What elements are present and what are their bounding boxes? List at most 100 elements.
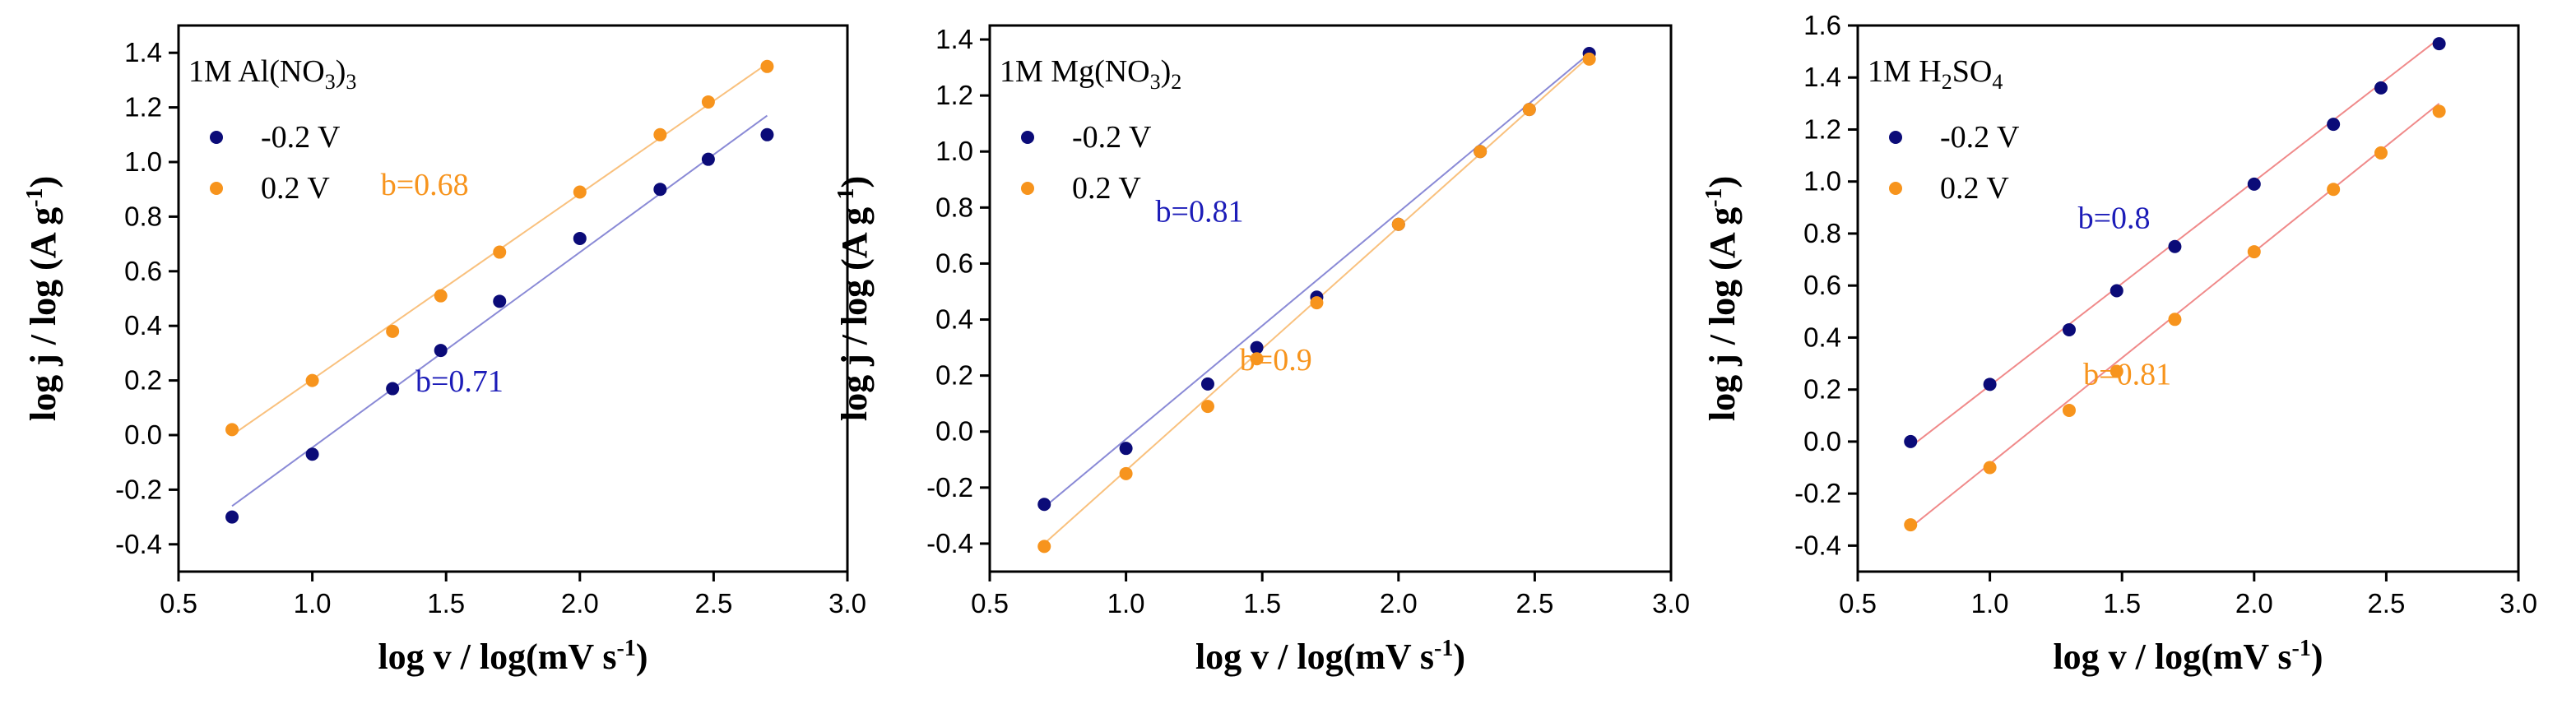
panel-label: 1M Al(NO3)3 <box>188 54 356 94</box>
x-axis-title-main: log v / log(mV s <box>1195 637 1434 677</box>
x-axis-title-main: log v / log(mV s <box>378 637 616 677</box>
data-point <box>2110 364 2123 378</box>
x-tick-label: 3.0 <box>828 588 866 618</box>
legend-label: 0.2 V <box>261 171 330 206</box>
x-tick-label: 2.0 <box>1380 588 1418 618</box>
x-tick-label: 3.0 <box>1652 588 1690 618</box>
legend-label: -0.2 V <box>1072 120 1152 155</box>
y-tick-label: 0.0 <box>124 419 162 450</box>
x-axis-title-sup: -1 <box>1434 636 1453 661</box>
data-point <box>493 294 507 308</box>
data-point <box>1474 145 1488 159</box>
data-point <box>1037 498 1051 512</box>
data-point <box>760 127 774 141</box>
y-tick-label: 0.0 <box>1803 426 1841 456</box>
slope-label: b=0.68 <box>381 168 469 202</box>
data-point <box>2374 146 2388 160</box>
legend-marker <box>210 182 223 195</box>
data-point <box>386 382 400 396</box>
data-point <box>2062 322 2076 336</box>
y-tick-label: 0.2 <box>935 360 973 391</box>
data-point <box>493 245 507 259</box>
data-point <box>1904 518 1918 532</box>
data-point <box>701 95 715 109</box>
panel-label-mid: ) <box>336 54 346 89</box>
panel-label-sub: 3 <box>325 70 336 94</box>
y-tick-label: 1.0 <box>1803 166 1841 197</box>
y-axis-title-sup: -1 <box>833 188 859 207</box>
y-tick-label: 0.2 <box>1803 374 1841 405</box>
x-tick-label: 0.5 <box>160 588 197 618</box>
y-tick-label: 0.4 <box>124 310 162 340</box>
slope-label: b=0.81 <box>1156 194 1244 229</box>
chart-panel-1: 0.5 1.0 1.5 2.0 2.5 3.0 -0.4 -0.2 0.0 0.2 0.4 0.6 0.… <box>22 24 866 677</box>
panel-label-prefix: 1M H <box>1868 54 1942 89</box>
x-tick-label: 1.0 <box>294 588 332 618</box>
y-tick-label: 1.6 <box>1803 10 1841 40</box>
panel-label-sub: 2 <box>1171 70 1181 94</box>
y-tick-label: 0.4 <box>1803 322 1841 352</box>
data-point <box>305 373 319 387</box>
panel-label-sub: 4 <box>1992 70 2003 94</box>
data-point <box>2110 284 2123 298</box>
chart-panel-2: 0.5 1.0 1.5 2.0 2.5 3.0 -0.4 -0.2 0.0 0.2 0.4 0.6 0.… <box>833 24 1690 677</box>
x-axis-title-main: log v / log(mV s <box>2053 637 2291 677</box>
data-point <box>1582 52 1596 66</box>
y-axis-title-main: log j / log (A g <box>1702 207 1743 421</box>
data-point <box>386 324 400 338</box>
data-point <box>2247 245 2261 259</box>
y-tick-label: -0.2 <box>926 472 973 503</box>
y-tick-label: 1.4 <box>1803 62 1841 92</box>
data-point <box>1522 103 1536 117</box>
y-tick-label: 1.2 <box>935 80 973 110</box>
panel-label-prefix: 1M Mg(NO <box>1000 54 1150 89</box>
data-point <box>225 510 239 524</box>
data-point <box>2247 177 2261 191</box>
data-point <box>434 289 448 303</box>
y-tick-label: 0.0 <box>935 416 973 447</box>
legend-label: -0.2 V <box>261 120 341 155</box>
data-point <box>2432 37 2446 51</box>
data-point <box>573 231 587 245</box>
legend-marker <box>1021 182 1034 195</box>
data-point <box>1310 296 1324 310</box>
y-tick-label: 1.2 <box>124 92 162 123</box>
y-axis-title-end: ) <box>834 176 875 188</box>
x-tick-label: 1.5 <box>1243 588 1281 618</box>
y-tick-label: -0.4 <box>115 529 162 559</box>
data-point <box>1200 400 1214 414</box>
data-point <box>1119 442 1133 456</box>
legend-marker <box>1021 131 1034 144</box>
legend-label: -0.2 V <box>1940 120 2020 155</box>
x-axis-title-end: ) <box>1453 637 1465 677</box>
slope-label: b=0.81 <box>2083 357 2171 391</box>
y-tick-label: 0.6 <box>935 248 973 278</box>
data-point <box>701 152 715 166</box>
y-tick-label: -0.4 <box>1794 530 1841 560</box>
x-axis-title: log v / log(mV s-1) <box>2053 636 2323 677</box>
panel-label-sub: 2 <box>1942 70 1952 94</box>
y-axis-title-end: ) <box>1702 176 1743 188</box>
plot-frame <box>988 24 1673 573</box>
data-point <box>573 185 587 199</box>
data-point <box>1983 378 1997 391</box>
panel-label: 1M H2SO4 <box>1868 54 2003 94</box>
data-point <box>2168 239 2182 253</box>
y-axis-title-main: log j / log (A g <box>834 207 875 421</box>
plot-frame <box>1856 24 2520 573</box>
panel-label-prefix: 1M Al(NO <box>188 54 325 89</box>
chart-panel-3: 0.5 1.0 1.5 2.0 2.5 3.0 -0.4 -0.2 0.0 0.2 0.4 0.6 0.… <box>1701 10 2537 677</box>
x-tick-label: 1.5 <box>2103 588 2141 618</box>
y-tick-label: 0.6 <box>1803 270 1841 300</box>
slope-label: b=0.9 <box>1240 343 1312 378</box>
data-point <box>1391 217 1405 231</box>
data-point <box>434 344 448 358</box>
legend-marker <box>210 131 223 144</box>
slope-label: b=0.8 <box>2078 202 2151 236</box>
panel-label-sub: 3 <box>346 70 356 94</box>
x-tick-label: 2.5 <box>694 588 732 618</box>
x-tick-label: 1.0 <box>1971 588 2009 618</box>
x-axis-title-end: ) <box>2311 637 2323 677</box>
y-tick-label: 1.4 <box>124 37 162 67</box>
data-point <box>653 183 667 197</box>
